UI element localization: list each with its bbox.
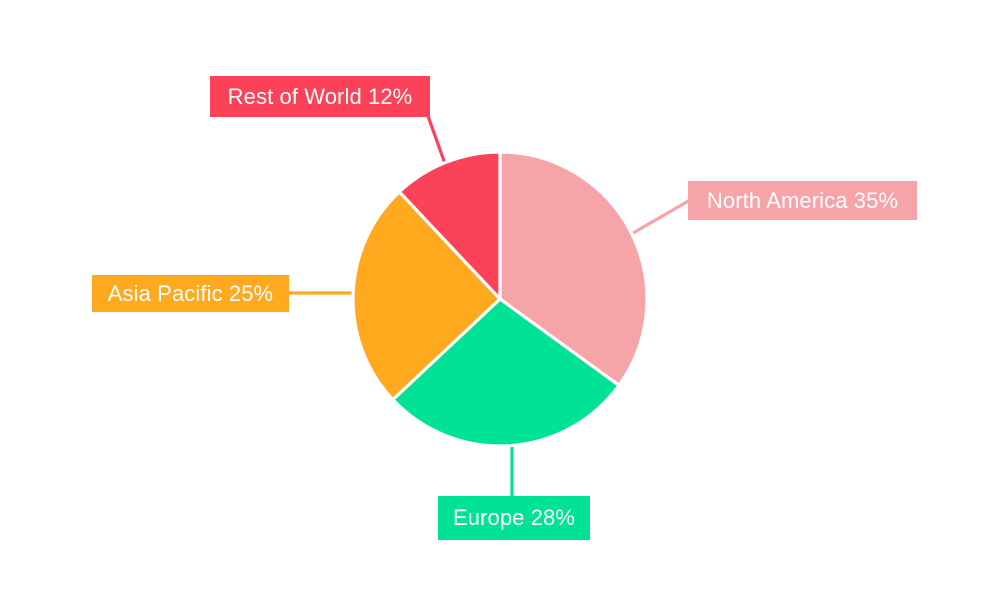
leader-line-north-america xyxy=(631,198,692,235)
pie-label-north-america: North America 35% xyxy=(688,181,917,220)
leader-line-rest-of-world xyxy=(426,114,446,163)
pie-slice-rest-of-world xyxy=(397,150,502,301)
pie-slice-group xyxy=(351,150,649,448)
pie-label-rest-of-world: Rest of World 12% xyxy=(210,76,430,117)
pie-slice-europe xyxy=(391,297,621,448)
pie-slice-asia-pacific xyxy=(351,190,502,402)
pie-slice-north-america xyxy=(498,150,649,387)
pie-label-europe: Europe 28% xyxy=(438,496,590,540)
pie-label-asia-pacific: Asia Pacific 25% xyxy=(92,275,289,312)
